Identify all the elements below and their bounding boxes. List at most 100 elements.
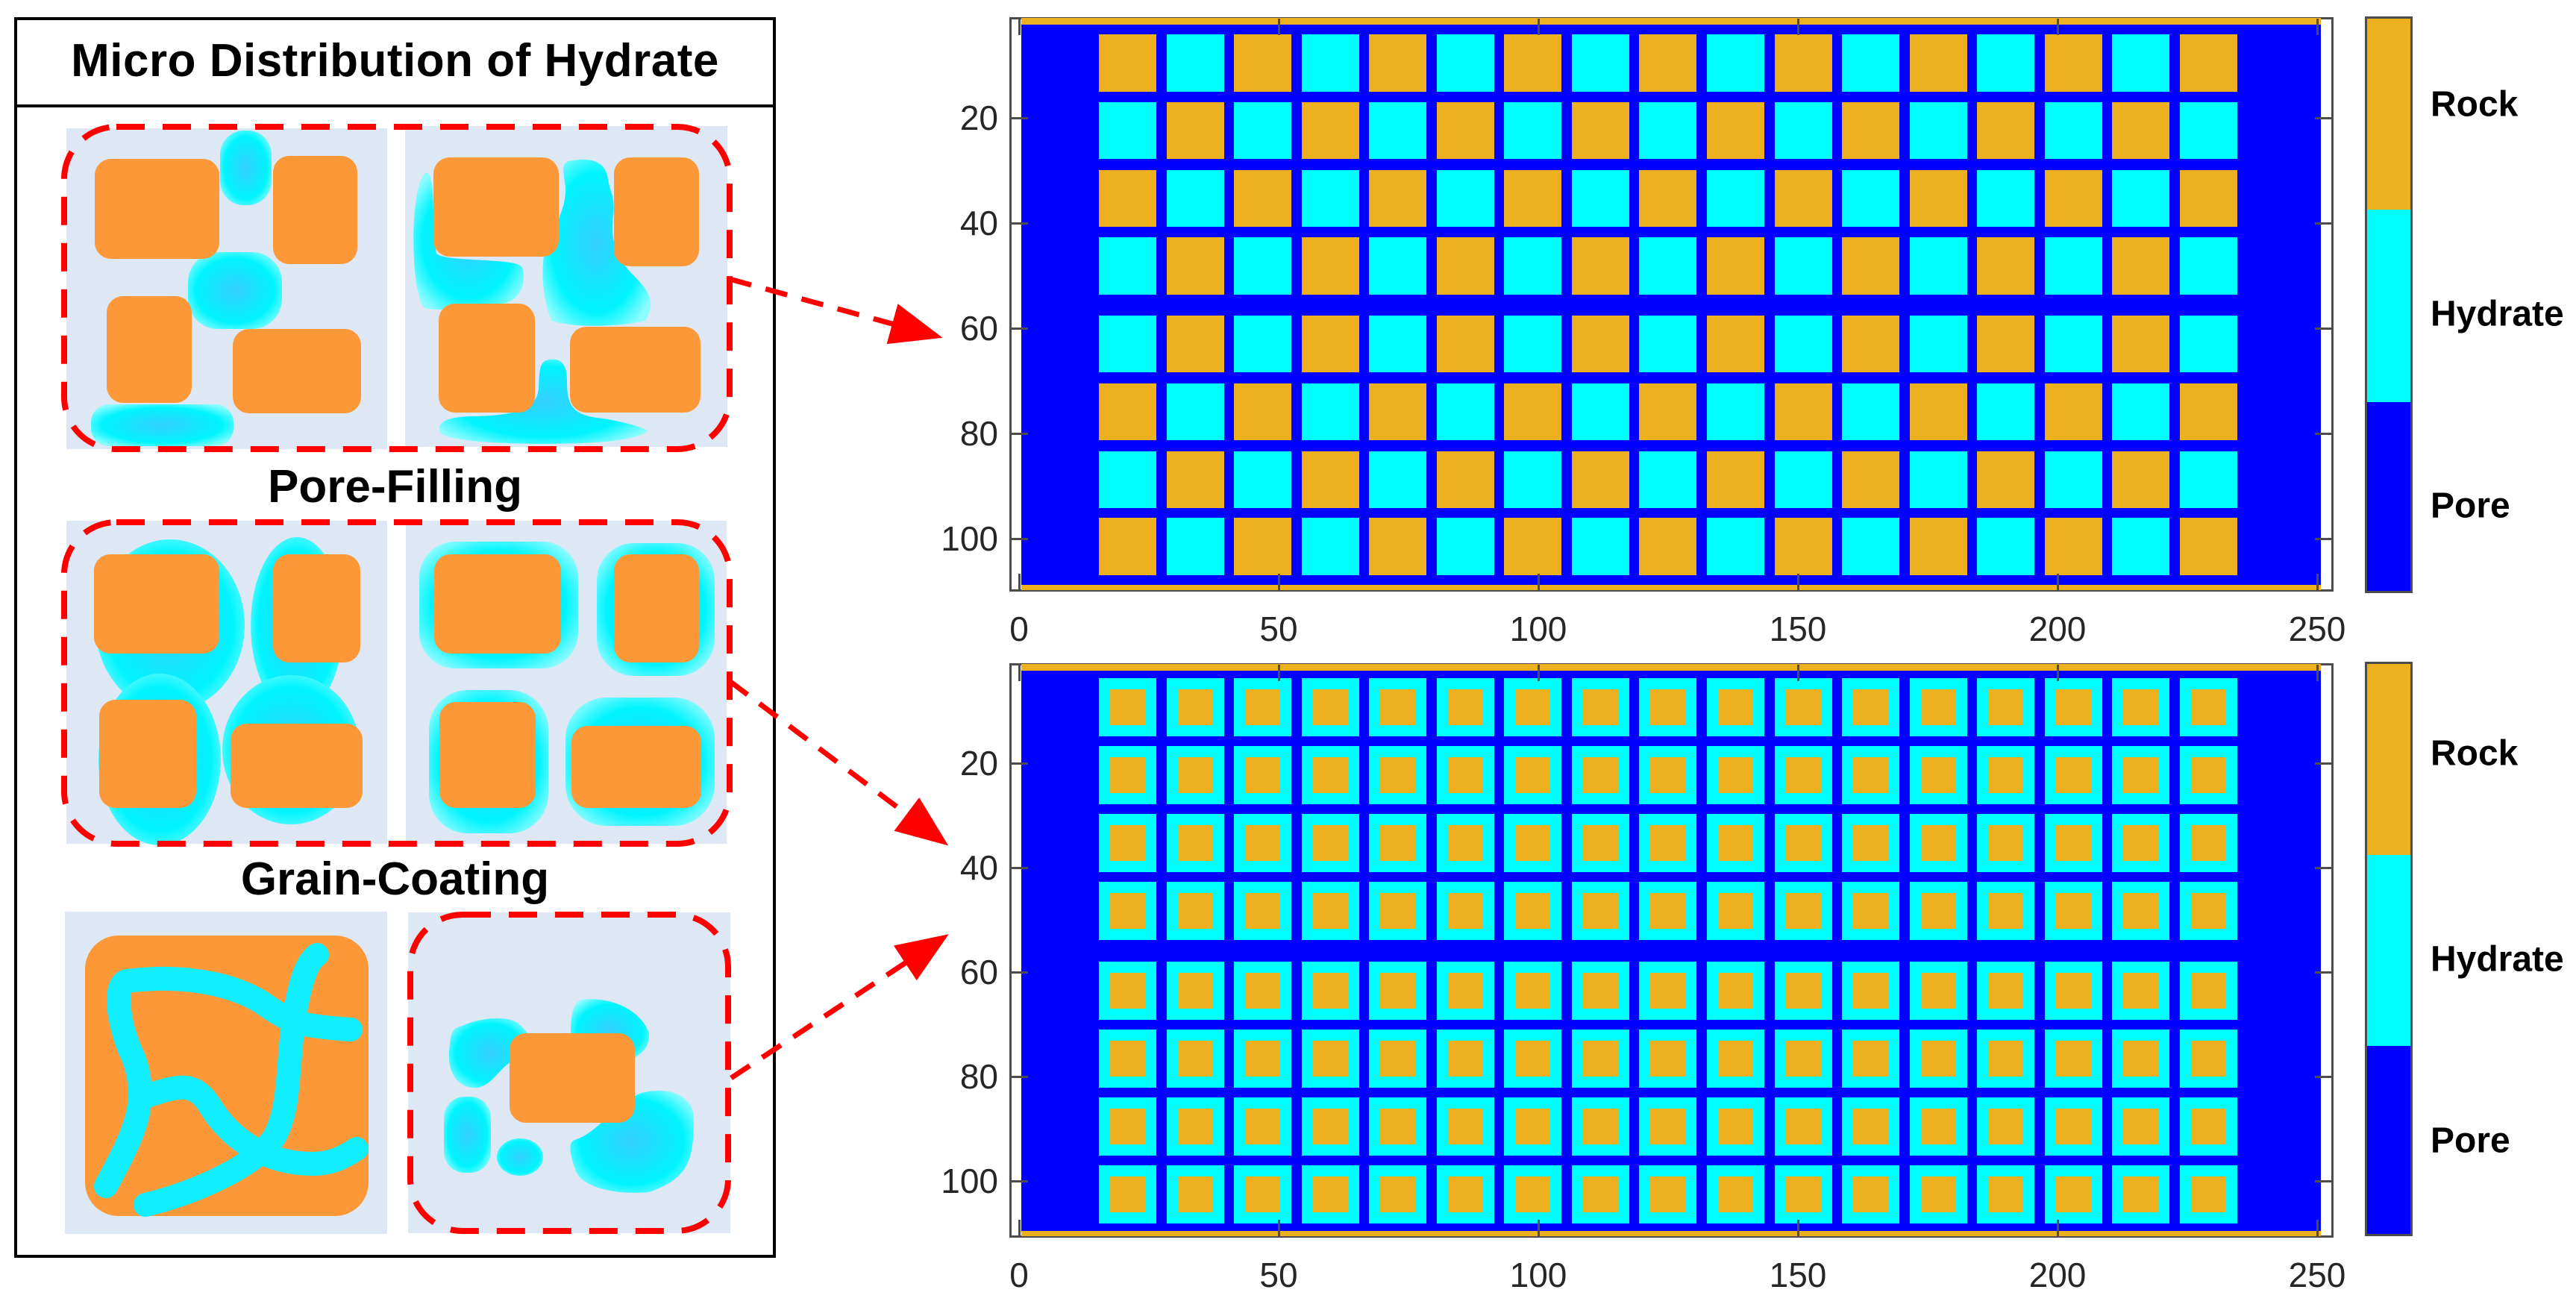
rock-core-cell xyxy=(1447,757,1483,793)
rock-core-cell xyxy=(1110,1109,1145,1144)
coated-grain-cell xyxy=(1436,814,1494,872)
coated-grain-cell xyxy=(1842,746,1900,804)
coated-grain-cell xyxy=(1234,814,1292,872)
coated-grain-cell xyxy=(1909,962,1967,1020)
y-tick-label: 100 xyxy=(941,519,998,558)
coated-grain-cell xyxy=(1639,814,1697,872)
grain-coating-panel-d xyxy=(406,521,727,844)
coated-grain-cell xyxy=(1639,1030,1697,1088)
rock-core-cell xyxy=(1110,1041,1145,1077)
coated-grain-cell xyxy=(1166,1097,1224,1156)
y-tick-label: 80 xyxy=(959,1057,998,1096)
coated-grain-cell xyxy=(1842,1030,1900,1088)
colorbar-label-hydrate: Hydrate xyxy=(2431,939,2564,980)
coated-grain-cell xyxy=(1707,882,1765,940)
rock-core-cell xyxy=(1920,825,1956,861)
rock-core-cell xyxy=(1988,757,2024,793)
rock-grain-cell xyxy=(1099,170,1156,227)
coated-grain-cell xyxy=(1234,1030,1292,1088)
patchy-panel-f xyxy=(408,912,730,1233)
coated-grain-cell xyxy=(1369,1097,1427,1156)
hydrate-grain-cell xyxy=(1301,170,1359,227)
rock-grain-cell xyxy=(1234,518,1292,575)
rock-core-cell xyxy=(1650,825,1686,861)
rock-grain-cell xyxy=(1369,170,1427,227)
rock-core-cell xyxy=(1515,757,1551,793)
rock-core-cell xyxy=(1988,1109,2024,1144)
coated-grain-cell xyxy=(1707,1165,1765,1223)
rock-core-cell xyxy=(1650,1109,1686,1144)
rock-core-cell xyxy=(1515,1041,1551,1077)
hydrate-grain-cell xyxy=(1774,102,1832,159)
rock-grain-icon xyxy=(99,700,196,808)
rock-core-cell xyxy=(1110,757,1145,793)
rock-grain-icon xyxy=(571,726,701,808)
hydrate-grain-cell xyxy=(1909,316,1967,372)
hydrate-grain-cell xyxy=(1166,170,1224,227)
coated-grain-cell xyxy=(1707,1030,1765,1088)
colorbar-pore-segment xyxy=(2367,1046,2410,1234)
hydrate-grain-cell xyxy=(1842,34,1900,92)
hydrate-grain-cell xyxy=(1977,518,2035,575)
rock-grain-cell xyxy=(1639,170,1697,227)
coated-grain-cell xyxy=(1977,814,2035,872)
hydrate-grain-cell xyxy=(1504,237,1562,295)
x-tick-mark xyxy=(2057,574,2059,590)
coated-grain-cell xyxy=(1436,746,1494,804)
rock-boundary-strip-top xyxy=(1021,664,2321,671)
rock-core-cell xyxy=(1582,893,1618,929)
x-tick-mark xyxy=(2316,1220,2319,1236)
y-tick-label: 40 xyxy=(959,848,998,887)
x-tick-mark-top xyxy=(1538,665,1540,681)
rock-core-cell xyxy=(1718,1176,1754,1212)
rock-core-cell xyxy=(1380,1176,1416,1212)
coated-grain-cell xyxy=(2179,1030,2237,1088)
x-tick-mark-top xyxy=(2316,19,2319,35)
rock-core-cell xyxy=(1718,893,1754,929)
coated-grain-cell xyxy=(1774,1097,1832,1156)
rock-grain-cell xyxy=(1842,451,1900,508)
coated-grain-cell xyxy=(2179,962,2237,1020)
hydrate-grain-cell xyxy=(1301,518,1359,575)
rock-core-cell xyxy=(1853,689,1889,725)
rock-core-cell xyxy=(1245,689,1281,725)
hydrate-blob-icon xyxy=(497,1138,543,1176)
hydrate-grain-cell xyxy=(2112,34,2170,92)
rock-grain-icon xyxy=(273,554,360,662)
coated-grain-cell xyxy=(1166,746,1224,804)
coated-grain-cell xyxy=(1504,678,1562,736)
rock-core-cell xyxy=(2055,1041,2091,1077)
rock-grain-cell xyxy=(1369,518,1427,575)
rock-grain-cell xyxy=(1301,451,1359,508)
rock-core-cell xyxy=(1718,1109,1754,1144)
rock-grain-cell xyxy=(2179,518,2237,575)
rock-core-cell xyxy=(1920,757,1956,793)
hydrate-grain-cell xyxy=(2179,451,2237,508)
x-tick-mark xyxy=(1538,1220,1540,1236)
hydrate-grain-cell xyxy=(1234,237,1292,295)
hydrate-grain-cell xyxy=(1301,34,1359,92)
hydrate-grain-cell xyxy=(1571,34,1629,92)
coated-grain-cell xyxy=(1571,814,1629,872)
coated-grain-cell xyxy=(1639,746,1697,804)
rock-core-cell xyxy=(1312,973,1348,1009)
coated-grain-cell xyxy=(1842,1097,1900,1156)
rock-grain-cell xyxy=(1571,451,1629,508)
rock-grain-cell xyxy=(2179,34,2237,92)
rock-core-cell xyxy=(1582,1176,1618,1212)
rock-core-cell xyxy=(1853,757,1889,793)
rock-boundary-strip-bottom xyxy=(1021,585,2321,590)
hydrate-grain-cell xyxy=(1842,170,1900,227)
coated-grain-cell xyxy=(1166,962,1224,1020)
hydrate-grain-cell xyxy=(2112,518,2170,575)
rock-grain-cell xyxy=(1301,102,1359,159)
coated-grain-cell xyxy=(2179,1097,2237,1156)
rock-core-cell xyxy=(1245,1109,1281,1144)
coated-grain-cell xyxy=(2044,962,2102,1020)
rock-grain-cell xyxy=(1099,518,1156,575)
x-tick-mark xyxy=(1538,574,1540,590)
rock-grain-cell xyxy=(1234,34,1292,92)
coated-grain-cell xyxy=(1707,962,1765,1020)
rock-core-cell xyxy=(1110,973,1145,1009)
